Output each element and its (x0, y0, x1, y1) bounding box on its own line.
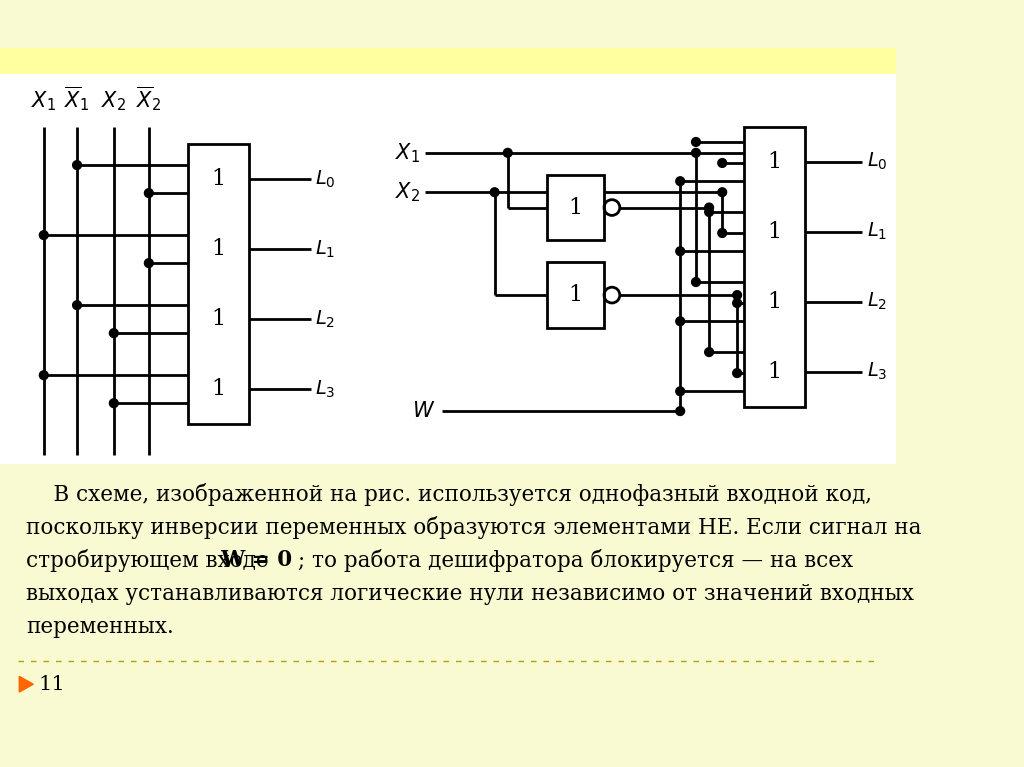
Text: 11: 11 (39, 675, 66, 693)
Polygon shape (19, 676, 33, 692)
Text: В схеме, изображенной на рис. используется однофазный входной код,: В схеме, изображенной на рис. использует… (27, 483, 872, 506)
Circle shape (718, 229, 727, 238)
Circle shape (73, 161, 82, 170)
Bar (0, 463, 896, 719)
Circle shape (676, 177, 685, 186)
Circle shape (676, 317, 685, 326)
Bar (547, 175, 604, 240)
Text: 1: 1 (212, 238, 226, 260)
Circle shape (110, 399, 118, 407)
Text: $L_2$: $L_2$ (315, 308, 335, 330)
Circle shape (705, 208, 714, 216)
Circle shape (705, 347, 714, 357)
Bar (547, 262, 604, 328)
Circle shape (733, 298, 741, 308)
Text: $\overline{X}_1$: $\overline{X}_1$ (65, 84, 90, 114)
Circle shape (705, 203, 714, 212)
Text: $X_2$: $X_2$ (101, 90, 126, 114)
Circle shape (718, 188, 727, 196)
Circle shape (676, 407, 685, 416)
Circle shape (39, 231, 48, 239)
Bar (744, 127, 806, 407)
Bar (0, 48, 896, 74)
Circle shape (39, 370, 48, 380)
Text: $L_3$: $L_3$ (315, 379, 336, 400)
Bar (0, 74, 896, 463)
Circle shape (691, 149, 700, 157)
Circle shape (144, 258, 154, 268)
Text: 1: 1 (212, 378, 226, 400)
Text: 1: 1 (568, 284, 583, 306)
Circle shape (733, 369, 741, 377)
Circle shape (676, 387, 685, 396)
Text: переменных.: переменных. (27, 616, 174, 638)
Text: 1: 1 (212, 168, 226, 190)
Text: 1: 1 (768, 291, 781, 313)
Text: W = 0: W = 0 (220, 549, 293, 571)
Text: $L_2$: $L_2$ (866, 291, 887, 312)
Circle shape (73, 301, 82, 310)
Text: 1: 1 (768, 221, 781, 242)
Text: $L_1$: $L_1$ (866, 221, 887, 242)
Circle shape (691, 278, 700, 286)
Circle shape (676, 247, 685, 255)
Text: ; то работа дешифратора блокируется — на всех: ; то работа дешифратора блокируется — на… (298, 549, 853, 572)
Text: $X_2$: $X_2$ (395, 180, 420, 204)
Text: $L_0$: $L_0$ (866, 151, 887, 173)
Text: стробирующем входе: стробирующем входе (27, 549, 275, 572)
Bar (188, 144, 250, 424)
Text: 1: 1 (768, 360, 781, 383)
Circle shape (490, 188, 499, 196)
Circle shape (110, 329, 118, 337)
Text: $W$: $W$ (412, 401, 435, 421)
Text: $X_1$: $X_1$ (32, 90, 56, 114)
Text: $\overline{X}_2$: $\overline{X}_2$ (136, 84, 162, 114)
Circle shape (718, 159, 727, 167)
Text: $X_1$: $X_1$ (395, 141, 420, 165)
Circle shape (144, 189, 154, 197)
Text: $L_3$: $L_3$ (866, 361, 887, 382)
Text: выходах устанавливаются логические нули независимо от значений входных: выходах устанавливаются логические нули … (27, 583, 914, 604)
Text: $L_0$: $L_0$ (315, 169, 336, 189)
Text: 1: 1 (768, 150, 781, 173)
Text: поскольку инверсии переменных образуются элементами НЕ. Если сигнал на: поскольку инверсии переменных образуются… (27, 516, 922, 539)
Circle shape (691, 137, 700, 146)
Text: 1: 1 (212, 308, 226, 330)
Circle shape (504, 149, 512, 157)
Text: 1: 1 (568, 196, 583, 219)
Text: $L_1$: $L_1$ (315, 239, 336, 260)
Circle shape (733, 291, 741, 299)
